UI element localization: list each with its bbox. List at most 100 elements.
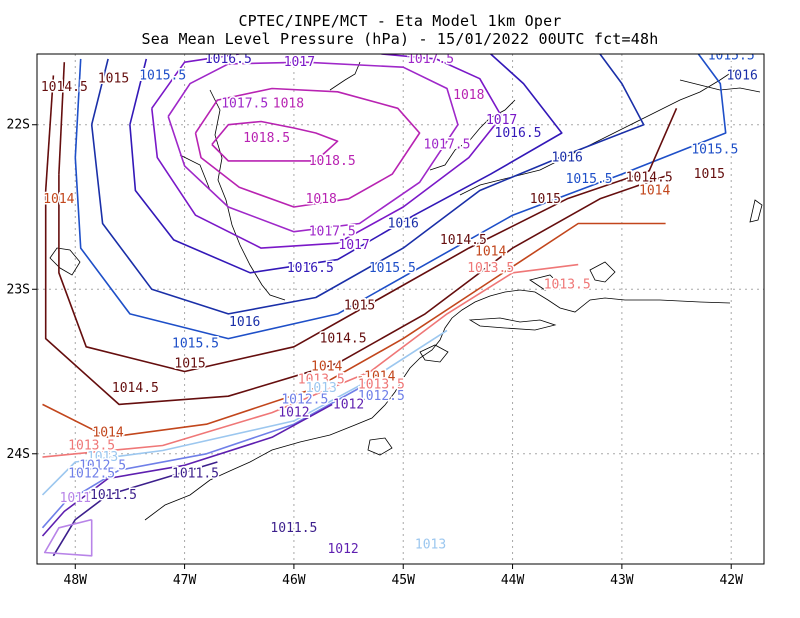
isobar-label-0: 1016.5 <box>205 52 252 67</box>
isobar-1018-segment-0 <box>194 87 421 208</box>
axis-ticks: 48W 47W 46W 45W 44W 43W 42W 22S 23S 24S <box>7 118 744 588</box>
isobar-label-53: 1011.5 <box>270 521 317 536</box>
plot-frame <box>36 53 765 565</box>
isobar-label-32: 1013.5 <box>467 261 514 276</box>
isobar-1014-5-segment-1 <box>44 173 672 406</box>
isobar-label-3: 1015.5 <box>708 49 755 64</box>
isobar-label-15: 1017.5 <box>423 137 470 152</box>
isobar-label-47: 1013 <box>87 450 118 465</box>
isobar-label-54: 1012 <box>327 542 358 557</box>
isobar-label-6: 1015.5 <box>139 68 186 83</box>
isobar-label-49: 1012.5 <box>68 467 115 482</box>
isobar-1015-segment-0 <box>58 62 66 175</box>
isobar-label-58: 1012.5 <box>358 389 405 404</box>
x-tick-label-5: 43W <box>610 573 634 588</box>
isobar-label-10: 1018 <box>453 88 484 103</box>
y-tick-label-0: 22S <box>7 118 30 133</box>
isobar-label-39: 1014 <box>311 360 342 375</box>
isobar-label-2: 1017.5 <box>407 52 454 67</box>
isobar-label-59: 1012 <box>333 397 364 412</box>
isobar-label-50: 1011.5 <box>172 467 219 482</box>
isobar-label-21: 1015 <box>694 167 725 182</box>
isobar-label-38: 1015 <box>174 356 205 371</box>
isobar-label-22: 1014 <box>43 192 74 207</box>
isobar-1016-5-segment-0 <box>129 58 148 125</box>
isobar-label-20: 1014 <box>639 184 670 199</box>
isobar-1015-5-segment-0 <box>74 58 82 158</box>
isobar-label-29: 1014 <box>475 244 506 259</box>
isobar-label-8: 1017.5 <box>221 96 268 111</box>
isobar-label-13: 1017 <box>486 113 517 128</box>
isobar-label-41: 1013 <box>306 381 337 396</box>
isobar-label-57: 1013.5 <box>358 378 405 393</box>
isobar-label-55: 1013 <box>415 537 446 552</box>
isobar-1011-segment-0 <box>43 518 93 557</box>
isobar-label-7: 1016 <box>726 68 757 83</box>
chart-title-line-1: CPTEC/INPE/MCT - Eta Model 1km Oper <box>238 12 562 30</box>
isobar-label-27: 1016 <box>388 216 419 231</box>
isobar-label-46: 1013.5 <box>68 439 115 454</box>
isobar-label-45: 1014 <box>92 425 123 440</box>
isobar-1015-segment-1 <box>58 107 678 373</box>
isobar-1013-segment-0 <box>41 329 448 496</box>
isobar-1016-segment-0 <box>90 58 109 125</box>
isobar-1012-segment-0 <box>41 403 333 537</box>
isobar-label-33: 1013.5 <box>544 277 591 292</box>
y-tick-label-1: 23S <box>7 282 30 297</box>
isobar-label-4: 1014.5 <box>41 80 88 95</box>
isobar-lines <box>41 54 727 557</box>
isobar-label-52: 1011 <box>60 491 91 506</box>
isobar-label-56: -1014 <box>356 369 395 384</box>
isobar-label-14: 1016.5 <box>495 126 542 141</box>
x-tick-label-4: 44W <box>501 573 525 588</box>
y-tick-label-2: 24S <box>7 447 30 462</box>
isobar-1017-segment-0 <box>151 54 240 109</box>
isobar-label-42: 1014.5 <box>112 381 159 396</box>
isobar-label-51: 1011.5 <box>90 488 137 503</box>
isobar-1017-segment-1 <box>151 54 503 249</box>
coastline <box>49 61 763 521</box>
isobar-label-11: 1018.5 <box>243 131 290 146</box>
isobar-label-26: 1017 <box>338 238 369 253</box>
isobar-label-19: 1014.5 <box>626 170 673 185</box>
isobar-1016-5-segment-1 <box>129 54 563 274</box>
isobar-1014-5-segment-0 <box>44 75 55 191</box>
isobar-label-12: 1018.5 <box>309 154 356 169</box>
x-tick-label-3: 45W <box>391 573 415 588</box>
isobar-label-48: 1012.5 <box>79 458 126 473</box>
isobar-label-23: 1015 <box>530 192 561 207</box>
isobar-label-25: 1017.5 <box>309 225 356 240</box>
isobar-label-24: 1018 <box>306 192 337 207</box>
isobar-label-9: 1018 <box>273 96 304 111</box>
isobar-label-43: 1012.5 <box>281 392 328 407</box>
grid-lines <box>37 54 764 564</box>
isobar-1018-5-segment-0 <box>211 120 339 162</box>
isobar-1014-segment-0 <box>42 222 666 439</box>
isobar-label-34: 1015 <box>344 299 375 314</box>
isobar-label-31: 1015.5 <box>369 261 416 276</box>
x-tick-label-0: 48W <box>64 573 88 588</box>
isobar-1011-5-segment-0 <box>52 461 218 557</box>
isobar-label-44: 1012 <box>278 406 309 421</box>
isobar-label-16: 1016 <box>552 151 583 166</box>
isobar-label-18: 1015.5 <box>566 172 613 187</box>
chart-title-line-2: Sea Mean Level Pressure (hPa) - 15/01/20… <box>141 30 659 48</box>
isobar-label-17: 1015.5 <box>691 142 738 157</box>
isobar-label-30: 1016.5 <box>287 261 334 276</box>
isobar-label-1: 1017 <box>284 55 315 70</box>
isobar-label-5: 1015 <box>98 72 129 87</box>
isobar-label-28: 1014.5 <box>440 233 487 248</box>
isobar-1017-5-segment-0 <box>167 61 459 233</box>
x-tick-label-6: 42W <box>719 573 743 588</box>
isobar-1016-segment-1 <box>90 54 645 315</box>
isobar-label-37: 1015.5 <box>172 337 219 352</box>
isobar-1015-5-segment-1 <box>74 54 727 340</box>
isobar-label-40: 1013.5 <box>298 373 345 388</box>
isobar-label-35: 1016 <box>229 315 260 330</box>
x-tick-label-2: 46W <box>282 573 306 588</box>
x-tick-label-1: 47W <box>173 573 197 588</box>
isobar-label-36: 1014.5 <box>320 332 367 347</box>
coastline-path <box>49 61 763 521</box>
